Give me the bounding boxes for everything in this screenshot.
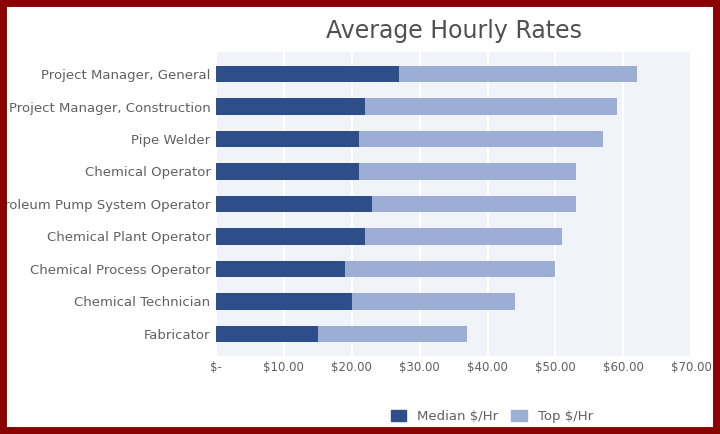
- Bar: [216, 261, 555, 277]
- Bar: [216, 163, 359, 180]
- Bar: [216, 163, 576, 180]
- Bar: [216, 326, 467, 342]
- Bar: [216, 326, 318, 342]
- Bar: [216, 228, 562, 245]
- Bar: [216, 131, 359, 147]
- Bar: [216, 66, 400, 82]
- Bar: [216, 196, 372, 212]
- Bar: [216, 228, 365, 245]
- Title: Average Hourly Rates: Average Hourly Rates: [325, 19, 582, 43]
- Bar: [216, 261, 345, 277]
- Legend: Median $/Hr, Top $/Hr: Median $/Hr, Top $/Hr: [385, 405, 598, 429]
- Bar: [216, 131, 603, 147]
- Bar: [216, 99, 616, 115]
- Bar: [216, 293, 352, 309]
- Bar: [216, 66, 637, 82]
- Bar: [216, 99, 365, 115]
- Bar: [216, 196, 576, 212]
- Bar: [216, 293, 515, 309]
